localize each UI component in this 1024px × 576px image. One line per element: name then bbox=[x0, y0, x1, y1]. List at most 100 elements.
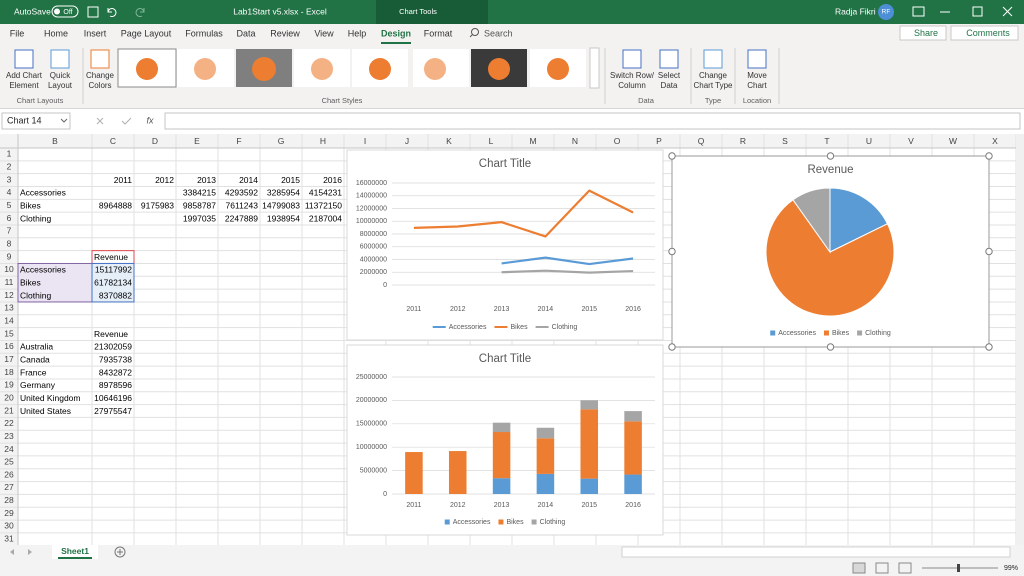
autosave-toggle[interactable] bbox=[51, 5, 79, 18]
ribbon-tab[interactable]: Review bbox=[270, 28, 300, 38]
row-header: 20 bbox=[4, 392, 14, 402]
selection-handle[interactable] bbox=[668, 247, 676, 256]
group-label: Chart Styles bbox=[322, 96, 363, 105]
legend-label: Clothing bbox=[552, 324, 578, 331]
search-box[interactable]: Search bbox=[484, 28, 513, 38]
legend-label: Bikes bbox=[510, 324, 528, 331]
ribbon-tab[interactable]: Help bbox=[348, 28, 367, 38]
zoom-thumb[interactable] bbox=[957, 564, 960, 572]
button-icon[interactable] bbox=[90, 49, 110, 69]
bar-segment bbox=[448, 451, 467, 494]
ribbon-tab[interactable]: Insert bbox=[84, 28, 107, 38]
vertical-scrollbar[interactable] bbox=[1016, 134, 1024, 545]
bar-segment bbox=[624, 474, 642, 494]
formula-input[interactable] bbox=[164, 112, 1021, 130]
button-icon[interactable] bbox=[50, 49, 70, 69]
selection-handle[interactable] bbox=[985, 152, 993, 160]
zoom-level[interactable]: 99% bbox=[1004, 565, 1018, 572]
column-header: D bbox=[152, 136, 158, 146]
line-series bbox=[501, 269, 634, 274]
cell: 9858787 bbox=[183, 200, 216, 210]
ribbon-tab[interactable]: Home bbox=[44, 28, 68, 38]
ribbon-tab[interactable]: Formulas bbox=[185, 28, 223, 38]
chart[interactable]: Chart Title 0 5000000 10000000 15000000 20000… bbox=[346, 344, 664, 536]
chart-area bbox=[346, 149, 664, 341]
save-icon[interactable] bbox=[87, 6, 99, 18]
chart[interactable]: Chart Title 0 2000000 4000000 6000000 8000000… bbox=[346, 149, 664, 341]
bar-segment bbox=[536, 438, 555, 474]
ribbon-tab[interactable]: Design bbox=[381, 28, 411, 38]
column-header: M bbox=[529, 136, 536, 146]
button-icon[interactable] bbox=[659, 49, 679, 69]
bar-segment bbox=[580, 400, 599, 410]
button-label: Change bbox=[699, 71, 728, 80]
row-header-bar bbox=[0, 148, 18, 546]
selection-handle[interactable] bbox=[826, 152, 835, 160]
name-box[interactable] bbox=[1, 112, 71, 130]
horizontal-scrollbar[interactable] bbox=[621, 546, 1011, 558]
cell: 1997035 bbox=[183, 213, 216, 223]
cell: Revenue bbox=[94, 252, 128, 262]
button-label: Quick bbox=[50, 71, 71, 80]
ribbon-tab[interactable]: View bbox=[314, 28, 334, 38]
autosave-state: Off bbox=[63, 9, 72, 16]
ribbon-tab[interactable]: Data bbox=[236, 28, 255, 38]
cell: 8964888 bbox=[99, 200, 132, 210]
selection-handle[interactable] bbox=[985, 343, 993, 351]
page-layout-view[interactable] bbox=[875, 562, 889, 574]
cell: 21302059 bbox=[94, 342, 132, 352]
gallery-scroll[interactable] bbox=[589, 47, 600, 89]
button-label: Select bbox=[658, 71, 681, 80]
row-header: 13 bbox=[4, 303, 14, 313]
legend-swatch bbox=[498, 519, 504, 525]
ribbon-tab[interactable]: Format bbox=[424, 28, 453, 38]
x-tick-label: 2012 bbox=[450, 306, 466, 313]
y-tick-label: 4000000 bbox=[360, 256, 387, 263]
chart[interactable]: Revenue Accessories Bikes Clothing bbox=[668, 152, 993, 351]
y-tick-label: 10000000 bbox=[356, 218, 387, 225]
selection-handle[interactable] bbox=[985, 247, 993, 256]
y-tick-label: 20000000 bbox=[356, 397, 387, 404]
bar-segment bbox=[536, 427, 555, 439]
undo-icon[interactable] bbox=[107, 8, 117, 17]
cell: Australia bbox=[20, 342, 53, 352]
insert-function[interactable]: fx bbox=[146, 115, 154, 125]
button-icon[interactable] bbox=[747, 49, 767, 69]
share-button[interactable] bbox=[899, 25, 947, 41]
cell: France bbox=[20, 367, 47, 377]
cell: 8432872 bbox=[99, 367, 132, 377]
column-header: Q bbox=[698, 136, 705, 146]
legend-swatch bbox=[444, 519, 450, 525]
value-range bbox=[91, 262, 135, 303]
ribbon-display-icon[interactable] bbox=[912, 6, 925, 17]
button-icon[interactable] bbox=[703, 49, 723, 69]
style-thumb-pie bbox=[194, 58, 216, 80]
selection-handle[interactable] bbox=[668, 343, 676, 351]
user-avatar[interactable] bbox=[878, 4, 894, 20]
cell: 15117992 bbox=[95, 265, 132, 275]
cell: 2012 bbox=[155, 175, 174, 185]
button-icon[interactable] bbox=[14, 49, 34, 69]
button-icon[interactable] bbox=[622, 49, 642, 69]
cell: Bikes bbox=[20, 200, 41, 210]
sheet-tab[interactable] bbox=[52, 545, 98, 559]
page-break-view[interactable] bbox=[898, 562, 912, 574]
normal-view[interactable] bbox=[852, 562, 866, 574]
name-box-arrow bbox=[60, 118, 68, 123]
row-header: 9 bbox=[7, 251, 12, 261]
restore-button[interactable] bbox=[972, 6, 983, 17]
ribbon-tab[interactable]: Page Layout bbox=[121, 28, 172, 38]
x-tick-label: 2011 bbox=[406, 306, 421, 313]
selection-handle[interactable] bbox=[668, 152, 676, 160]
context-tab-group bbox=[376, 0, 488, 24]
new-sheet-button[interactable] bbox=[114, 546, 126, 558]
ribbon-tab[interactable]: File bbox=[10, 28, 25, 38]
button-label: Switch Row/ bbox=[610, 71, 655, 80]
comments-button[interactable] bbox=[950, 25, 1019, 41]
selection-handle[interactable] bbox=[826, 343, 835, 351]
legend-label: Clothing bbox=[540, 519, 566, 526]
row-header: 1 bbox=[7, 149, 12, 159]
row-header: 5 bbox=[7, 200, 12, 210]
close-button[interactable] bbox=[1002, 6, 1013, 17]
